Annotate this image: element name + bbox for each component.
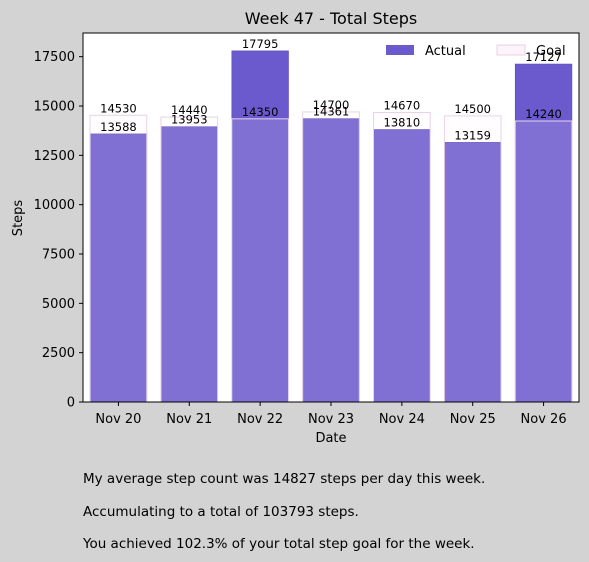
bar-actual <box>89 133 148 403</box>
bar-actual <box>160 126 218 403</box>
y-tick-label: 15000 <box>34 100 75 115</box>
data-label-goal: 14700 <box>313 98 350 112</box>
y-axis-label: Steps <box>11 200 26 237</box>
summary-average: My average step count was 14827 steps pe… <box>83 471 486 487</box>
x-tick-label: Nov 26 <box>521 412 567 427</box>
data-label-actual: 13810 <box>384 115 421 129</box>
data-label-goal: 14240 <box>525 107 562 121</box>
chart-title: Week 47 - Total Steps <box>245 9 417 28</box>
x-axis-label: Date <box>315 431 346 446</box>
bar-goal <box>373 112 431 403</box>
data-label-actual: 13953 <box>171 113 208 127</box>
y-tick-label: 5000 <box>42 297 75 312</box>
data-label-goal: 14670 <box>384 99 421 113</box>
x-tick-label: Nov 21 <box>166 412 212 427</box>
y-tick-label: 12500 <box>34 149 75 164</box>
legend-swatch-actual <box>386 45 414 55</box>
legend-label-actual: Actual <box>425 44 466 59</box>
data-label-goal: 14500 <box>454 102 491 116</box>
bar-actual <box>514 63 573 403</box>
y-tick-label: 2500 <box>42 346 75 361</box>
data-label-goal: 14530 <box>100 101 137 115</box>
plot-frame <box>82 32 580 403</box>
bar-goal <box>231 118 289 403</box>
bar-actual <box>231 50 289 403</box>
legend-label-goal: Goal <box>536 44 566 59</box>
summary-goal-percent: You achieved 102.3% of your total step g… <box>83 536 475 552</box>
bar-goal <box>302 111 360 403</box>
summary-total: Accumulating to a total of 103793 steps. <box>83 504 359 520</box>
bar-actual <box>302 118 360 403</box>
bar-goal <box>89 114 148 403</box>
y-tick-label: 7500 <box>42 248 75 263</box>
y-tick-label: 10000 <box>34 198 75 213</box>
data-label-actual: 13159 <box>454 128 491 142</box>
x-tick-label: Nov 24 <box>379 412 425 427</box>
data-label-actual: 14361 <box>313 105 350 119</box>
bar-goal <box>443 115 502 403</box>
y-tick-label: 0 <box>67 396 75 411</box>
legend-swatch-goal <box>496 44 526 56</box>
data-label-actual: 17795 <box>242 37 279 51</box>
x-tick-label: Nov 20 <box>95 412 141 427</box>
data-label-goal: 14350 <box>242 105 279 119</box>
x-tick-label: Nov 23 <box>308 412 354 427</box>
x-tick-label: Nov 22 <box>237 412 283 427</box>
bar-goal <box>514 120 573 403</box>
bar-goal <box>160 116 219 403</box>
x-tick-label: Nov 25 <box>450 412 496 427</box>
data-label-actual: 17127 <box>525 50 562 64</box>
y-tick-label: 17500 <box>34 50 75 65</box>
data-label-actual: 13588 <box>100 120 137 134</box>
data-label-goal: 14440 <box>171 103 208 117</box>
